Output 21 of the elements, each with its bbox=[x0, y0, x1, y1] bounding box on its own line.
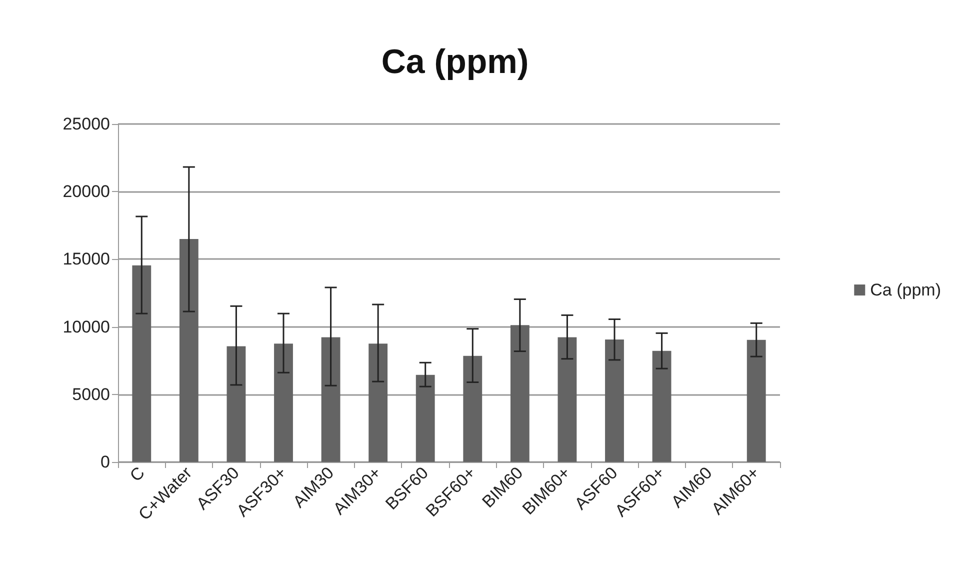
legend-label: Ca (ppm) bbox=[870, 280, 942, 300]
y-tick-label: 0 bbox=[100, 452, 110, 472]
bar bbox=[463, 356, 482, 462]
y-tick-label: 15000 bbox=[62, 250, 110, 269]
bar bbox=[132, 265, 152, 462]
bar bbox=[321, 337, 340, 462]
y-tick-label: 25000 bbox=[62, 114, 110, 134]
bar bbox=[368, 344, 388, 462]
bar bbox=[179, 239, 198, 462]
bar bbox=[746, 340, 766, 462]
bar bbox=[416, 374, 435, 462]
bar bbox=[605, 340, 624, 462]
y-tick-label: 20000 bbox=[62, 182, 110, 202]
bar bbox=[558, 337, 577, 462]
y-tick-label: 5000 bbox=[72, 384, 110, 404]
chart-title: Ca (ppm) bbox=[381, 43, 529, 81]
bar bbox=[652, 350, 672, 462]
y-tick-label: 10000 bbox=[62, 317, 110, 336]
bar bbox=[274, 344, 293, 462]
bar bbox=[226, 346, 246, 462]
bar bbox=[510, 325, 530, 462]
